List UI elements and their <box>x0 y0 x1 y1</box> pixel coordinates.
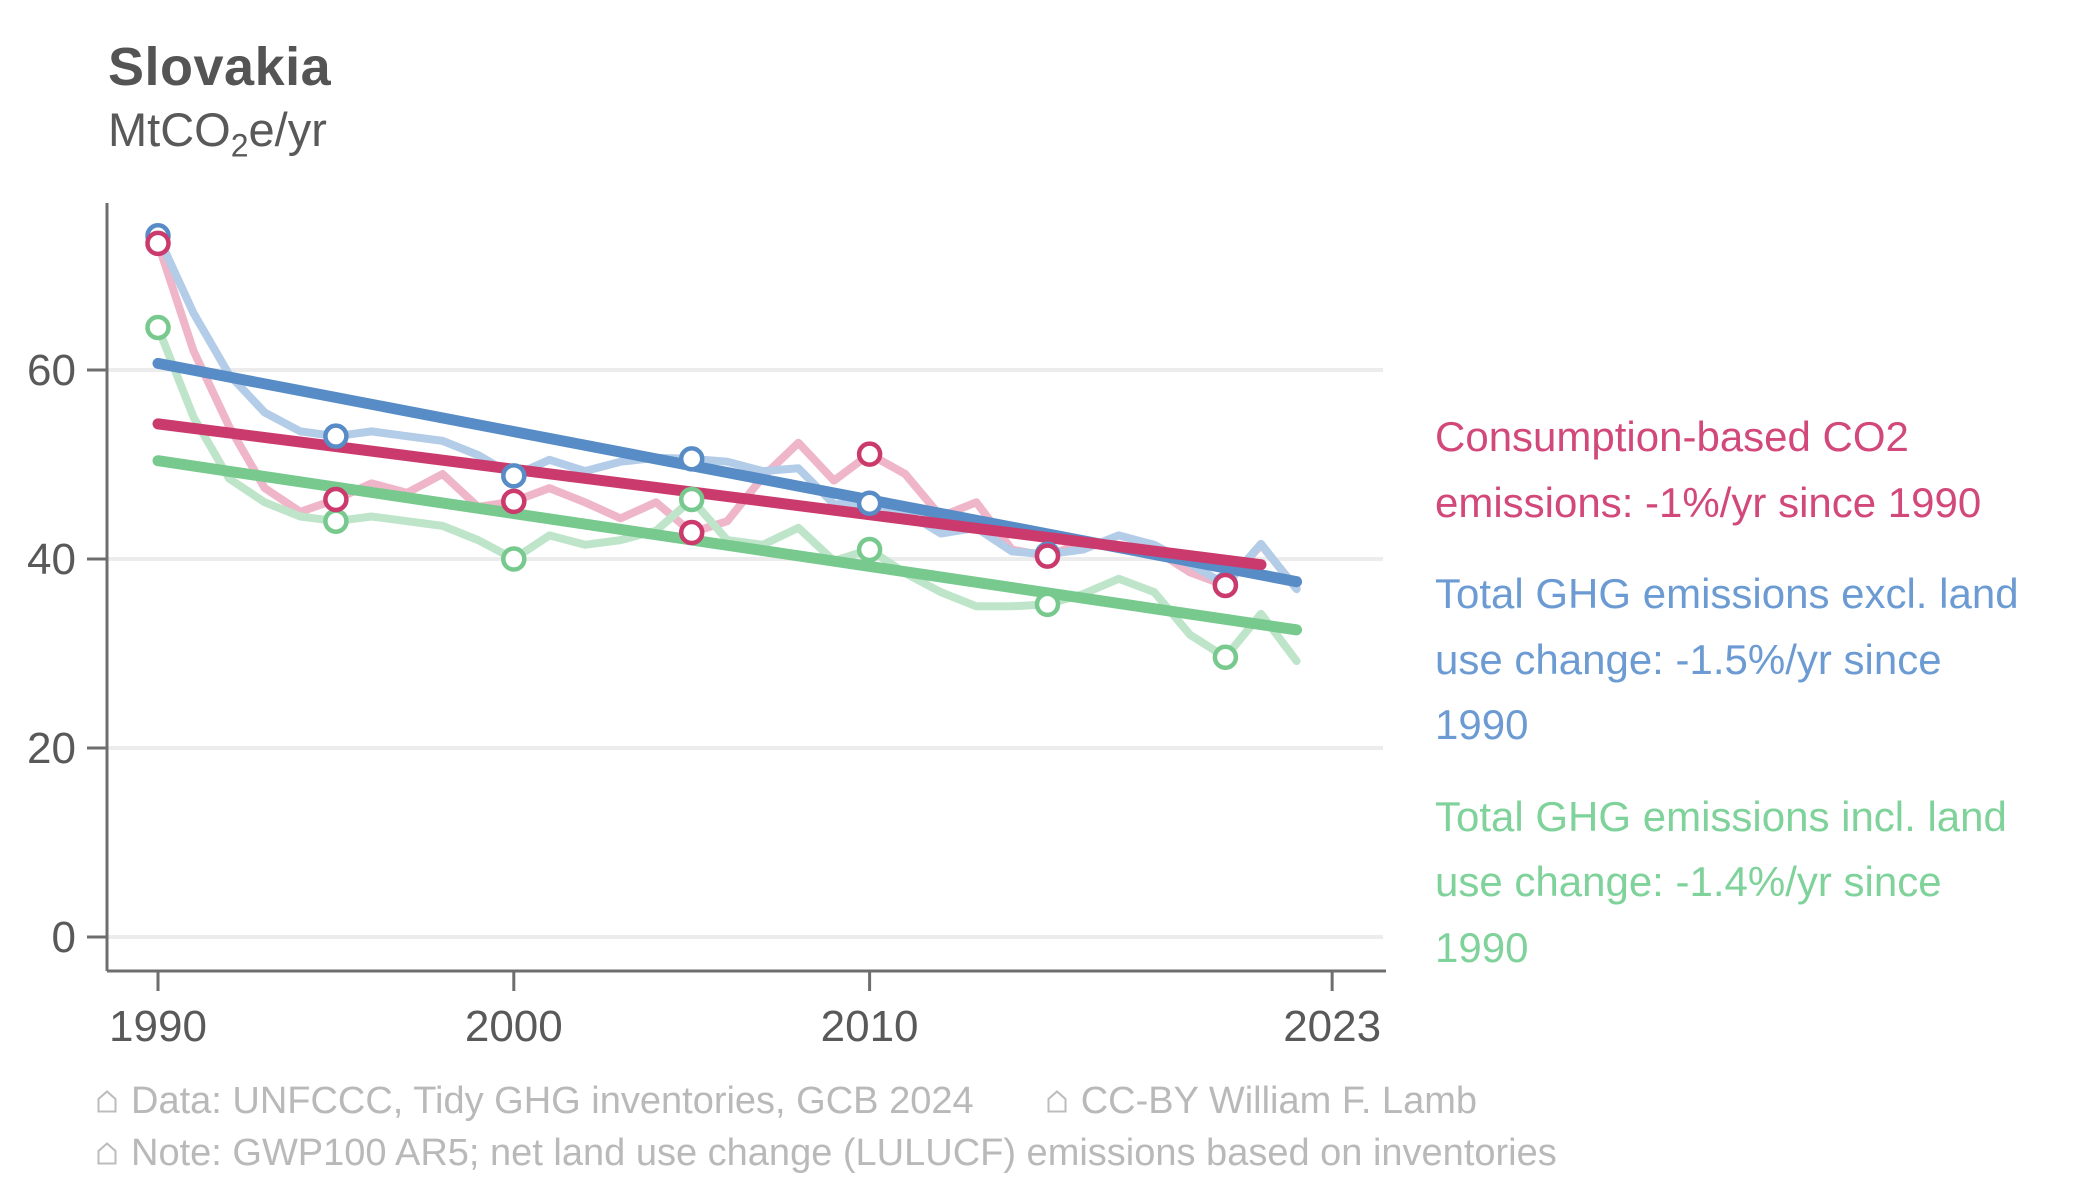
x-tick-label-2010: 2010 <box>821 1002 919 1051</box>
x-tick-label-1990: 1990 <box>109 1002 207 1051</box>
marker-2-2010 <box>856 536 883 563</box>
marker-1-2005 <box>678 446 705 472</box>
legend-item-0: Consumption-based CO2 emissions: -1%/yr … <box>1435 413 1982 526</box>
marker-0-1995 <box>323 486 349 513</box>
x-tick-label-2023: 2023 <box>1283 1002 1381 1051</box>
marker-0-2020 <box>1212 572 1239 599</box>
trend-line-2 <box>152 455 1303 636</box>
marker-0-2005 <box>678 519 705 546</box>
chart-footer: Data: UNFCCC, Tidy GHG inventories, GCB … <box>93 1080 1557 1184</box>
y-tick-label-0: 0 <box>52 913 76 962</box>
marker-0-2000 <box>501 488 527 515</box>
marker-2-1995 <box>323 508 349 534</box>
legend-item-2: Total GHG emissions incl. land use chang… <box>1435 792 2007 971</box>
marker-2-2020 <box>1212 644 1239 671</box>
house-icon <box>97 1090 117 1113</box>
marker-0-2010 <box>856 441 883 467</box>
marker-2-2015 <box>1034 591 1061 618</box>
footer-license-credit: CC-BY William F. Lamb <box>1080 1080 1477 1122</box>
y-tick-label-20: 20 <box>27 724 76 773</box>
legend-item-1: Total GHG emissions excl. land use chang… <box>1435 570 2019 749</box>
footer-data-credit: Data: UNFCCC, Tidy GHG inventories, GCB … <box>131 1080 974 1122</box>
marker-0-2015 <box>1034 543 1061 569</box>
marker-2-1990 <box>145 314 171 341</box>
marker-1-2000 <box>501 463 527 489</box>
marker-1-2010 <box>856 490 883 516</box>
house-icon <box>97 1142 117 1165</box>
y-tick-label-40: 40 <box>27 535 76 584</box>
marker-1-1995 <box>323 423 349 449</box>
footer-note-line: Note: GWP100 AR5; net land use change (L… <box>93 1132 1557 1175</box>
x-tick-label-2000: 2000 <box>465 1002 563 1051</box>
house-icon <box>1047 1090 1067 1113</box>
page-title: Slovakia <box>108 37 332 97</box>
footer-source-line: Data: UNFCCC, Tidy GHG inventories, GCB … <box>93 1080 1557 1123</box>
y-tick-label-60: 60 <box>27 346 76 395</box>
marker-0-1990 <box>145 230 171 257</box>
marker-2-2000 <box>501 546 527 572</box>
marker-2-2005 <box>678 486 705 513</box>
chart-unit-label: MtCO2e/yr <box>108 103 327 164</box>
footer-note-text: Note: GWP100 AR5; net land use change (L… <box>131 1132 1557 1174</box>
chart-legend: Consumption-based CO2 emissions: -1%/yr … <box>1435 404 2035 1006</box>
